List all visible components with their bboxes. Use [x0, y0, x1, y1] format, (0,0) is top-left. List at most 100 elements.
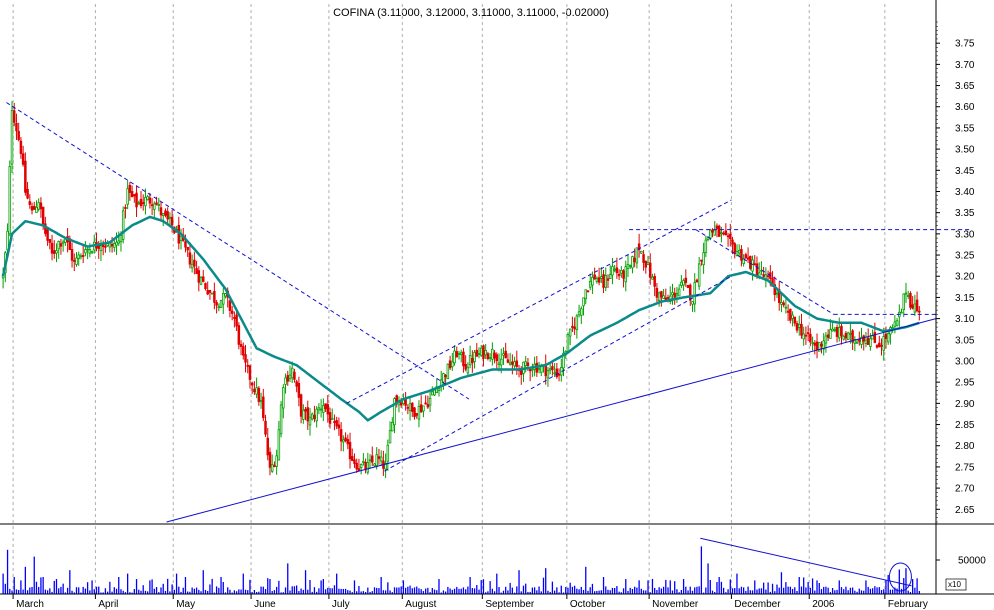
candle-body — [108, 242, 112, 248]
candle-body — [875, 345, 879, 348]
candle-body — [411, 402, 414, 412]
candle-body — [210, 292, 214, 295]
candle-body — [373, 463, 376, 467]
candle-body — [722, 232, 725, 235]
candle-body — [886, 333, 890, 343]
candle-body — [602, 274, 605, 288]
candle-body — [702, 252, 705, 266]
candlesticks — [1, 101, 921, 478]
y-tick-label: 3.60 — [955, 102, 975, 113]
candle-body — [273, 465, 276, 467]
candle-body — [495, 354, 499, 362]
candle-body — [622, 270, 625, 279]
candle-body — [473, 352, 476, 362]
candle-body — [239, 344, 243, 347]
candle-body — [600, 276, 603, 279]
candle-body — [21, 153, 25, 165]
candle-body — [433, 389, 436, 396]
candle-body — [766, 275, 770, 278]
candle-body — [310, 413, 314, 420]
trendline-5 — [695, 229, 834, 315]
candle-body — [288, 374, 292, 380]
x-tick-label: 2006 — [812, 599, 835, 610]
candle-body — [217, 306, 221, 309]
candle-body — [133, 194, 136, 197]
y-tick-label: 2.75 — [955, 462, 975, 473]
y-tick-label: 2.95 — [955, 378, 975, 389]
candle-body — [900, 311, 903, 314]
candle-body — [704, 239, 708, 253]
candle-body — [139, 198, 143, 206]
candle-body — [304, 408, 307, 412]
candle-body — [604, 275, 608, 288]
candle-body — [571, 325, 574, 328]
candle-body — [733, 243, 736, 254]
candle-body — [262, 396, 265, 419]
candle-body — [148, 197, 152, 204]
candle-body — [153, 203, 156, 210]
x-tick-label: May — [176, 599, 195, 610]
candle-body — [406, 406, 410, 409]
candle-body — [388, 430, 392, 444]
candle-body — [37, 202, 40, 210]
candle-body — [8, 166, 12, 235]
chart-frame — [0, 0, 994, 595]
candle-body — [528, 369, 532, 372]
candle-body — [144, 196, 147, 207]
candle-body — [608, 274, 612, 279]
candle-body — [326, 404, 330, 415]
candle-body — [384, 462, 387, 470]
trendline-1 — [166, 318, 937, 523]
candle-body — [357, 468, 361, 472]
candle-body — [73, 259, 76, 262]
candle-body — [680, 281, 683, 286]
candle-body — [121, 210, 125, 240]
candle-body — [457, 353, 461, 355]
candle-body — [709, 229, 712, 239]
candle-body — [146, 196, 149, 201]
candle-body — [822, 340, 825, 350]
candle-body — [818, 341, 821, 352]
candle-body — [858, 339, 861, 342]
candle-body — [333, 421, 336, 423]
candle-body — [59, 243, 63, 247]
candle-body — [909, 292, 912, 308]
candle-body — [19, 140, 23, 154]
candle-body — [537, 368, 541, 370]
candle-body — [253, 388, 256, 393]
y-tick-label: 3.05 — [955, 335, 975, 346]
y-tick-label: 2.70 — [955, 484, 975, 495]
candle-body — [749, 255, 752, 269]
candle-body — [199, 277, 203, 285]
candle-body — [893, 321, 897, 327]
candle-body — [620, 269, 623, 274]
candle-body — [575, 315, 579, 330]
volume-circle-annotation — [888, 562, 912, 592]
candle-body — [918, 310, 921, 313]
candle-body — [159, 207, 163, 216]
candle-body — [806, 332, 810, 335]
time-axis: March April May June July August September Octo… — [12, 594, 928, 610]
candle-body — [130, 191, 134, 197]
x-tick-label: December — [734, 599, 781, 610]
candle-body — [437, 387, 441, 391]
candle-body — [880, 344, 883, 347]
candle-body — [39, 202, 43, 210]
candle-body — [135, 192, 138, 208]
candle-body — [33, 205, 36, 210]
candle-body — [613, 268, 616, 271]
candle-body — [119, 235, 123, 243]
candle-body — [524, 361, 527, 367]
candle-body — [484, 350, 487, 356]
candle-body — [657, 292, 661, 301]
candle-body — [286, 375, 290, 382]
candle-body — [451, 361, 454, 368]
candle-body — [591, 276, 594, 286]
candle-body — [526, 362, 530, 366]
chart-title: COFINA (3.11000, 3.12000, 3.11000, 3.110… — [333, 7, 609, 19]
candle-body — [869, 338, 872, 347]
candle-body — [644, 260, 648, 268]
candle-body — [464, 363, 467, 370]
candle-body — [642, 254, 645, 263]
